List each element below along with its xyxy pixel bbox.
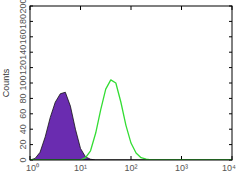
y-tick-label: 0 (18, 157, 28, 162)
x-tick-label: 10⁴ (222, 163, 236, 173)
y-tick-label: 100 (18, 75, 28, 90)
x-tick-label: 10¹ (74, 163, 87, 173)
histogram-line (30, 80, 232, 160)
histogram-area (30, 92, 232, 160)
y-tick-label: 20 (18, 140, 28, 150)
plot-area (30, 80, 232, 160)
y-axis-label: Counts (1, 68, 11, 97)
x-tick (181, 6, 182, 10)
chart: 0 20 40 60 80 100120140160180200 10⁰ 10¹ 10² 10³ 1… (0, 0, 240, 178)
y-tick-label: 160 (18, 29, 28, 44)
x-tick (80, 6, 81, 10)
y-tick-label: 140 (18, 45, 28, 60)
y-tick-label: 200 (18, 0, 28, 14)
y-tick-label: 60 (18, 109, 28, 119)
plot-frame (30, 6, 232, 160)
x-tick-label: 10³ (175, 163, 188, 173)
x-tick (131, 6, 132, 10)
x-tick-label: 10² (124, 163, 137, 173)
y-tick-label: 40 (18, 124, 28, 134)
y-tick-label: 80 (18, 93, 28, 103)
x-tick (131, 156, 132, 160)
y-tick-label: 180 (18, 14, 28, 29)
y-tick-label: 120 (18, 60, 28, 75)
x-tick-label: 10⁰ (26, 163, 39, 173)
